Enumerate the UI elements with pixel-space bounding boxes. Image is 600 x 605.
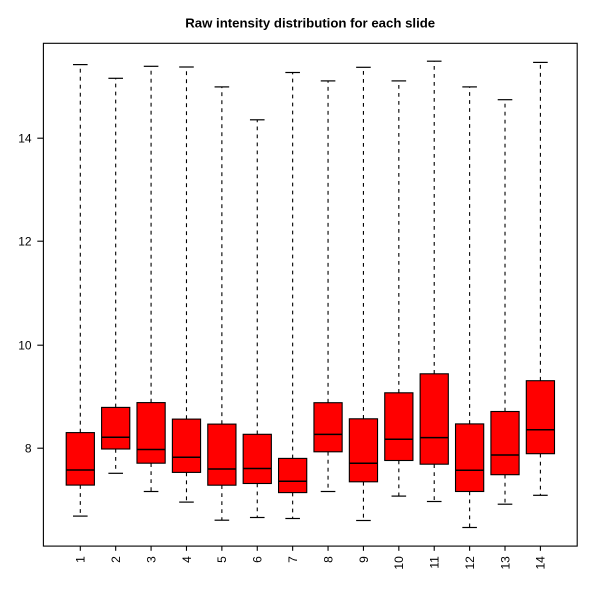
svg-text:10: 10: [18, 339, 32, 353]
svg-text:6: 6: [251, 556, 265, 563]
svg-text:4: 4: [180, 556, 194, 563]
svg-text:10: 10: [392, 556, 406, 570]
svg-text:Raw intensity distribution for: Raw intensity distribution for each slid…: [185, 15, 435, 30]
svg-text:2: 2: [109, 556, 123, 563]
svg-text:13: 13: [498, 556, 512, 570]
svg-text:1: 1: [74, 556, 88, 563]
svg-text:3: 3: [144, 556, 158, 563]
svg-text:14: 14: [18, 132, 32, 146]
svg-text:9: 9: [357, 556, 371, 563]
svg-text:14: 14: [534, 556, 548, 570]
svg-text:7: 7: [286, 556, 300, 563]
svg-text:8: 8: [321, 556, 335, 563]
svg-text:12: 12: [463, 556, 477, 570]
svg-text:5: 5: [215, 556, 229, 563]
svg-text:8: 8: [25, 442, 32, 456]
svg-text:11: 11: [428, 556, 442, 569]
svg-text:12: 12: [18, 235, 32, 249]
